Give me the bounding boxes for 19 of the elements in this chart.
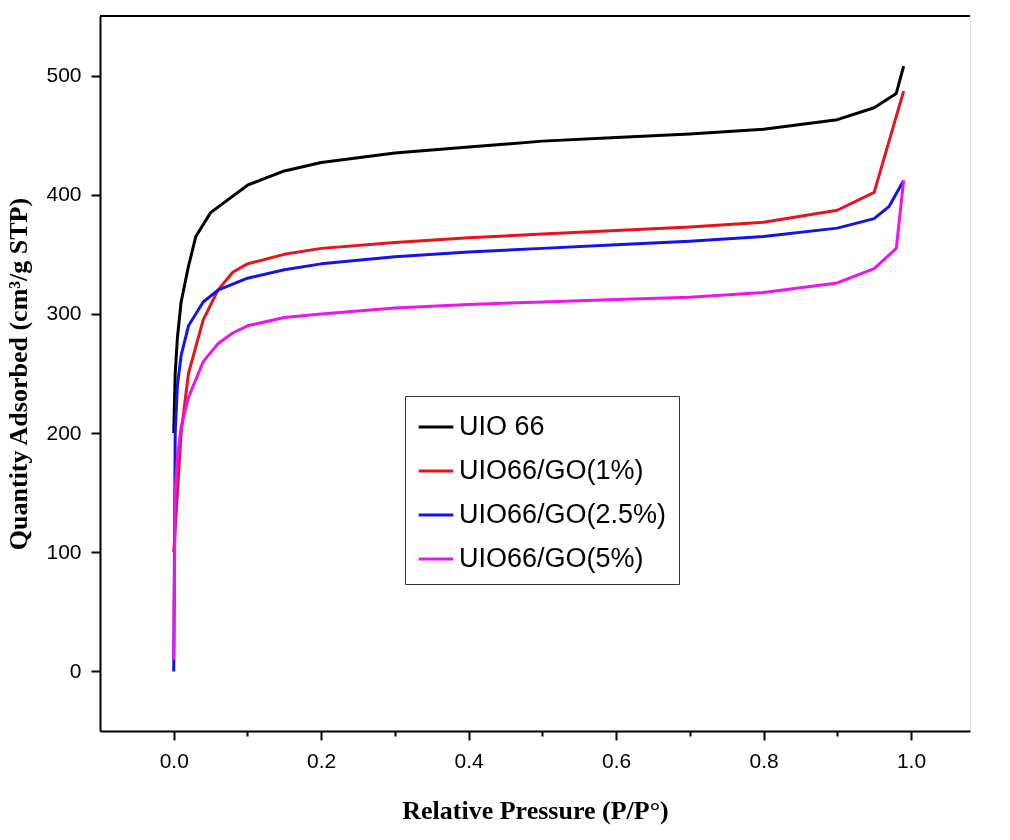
legend-label: UIO66/GO(2.5%) [459,499,667,529]
y-tick-label: 100 [46,539,82,563]
x-axis-title: Relative Pressure (P/P°) [402,795,669,825]
x-tick-label: 0.2 [307,748,337,772]
y-axis-title: Quantity Adsorbed (cm³/g STP) [4,197,34,551]
x-tick-label: 0.0 [159,748,189,772]
legend-label: UIO 66 [459,411,545,441]
y-tick-label: 500 [46,63,82,87]
y-tick-label: 300 [46,301,82,325]
legend-label: UIO66/GO(5%) [459,543,644,573]
x-tick-label: 0.4 [454,748,485,772]
y-tick-label: 200 [46,420,82,444]
x-tick-label: 0.6 [602,748,632,772]
y-tick-label: 400 [46,182,82,206]
line-series [172,64,906,435]
y-tick-label: 0 [69,658,82,682]
x-tick-label: 0.8 [749,748,779,772]
legend-label: UIO66/GO(1%) [459,455,644,485]
x-tick-label: 1.0 [896,748,927,772]
